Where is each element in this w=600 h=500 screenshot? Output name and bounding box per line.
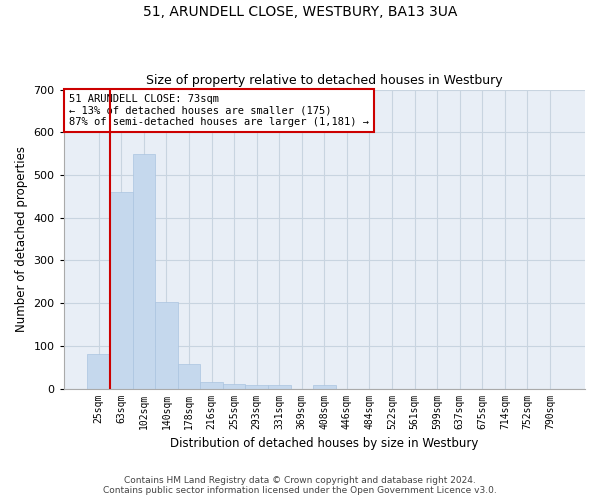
Bar	[313, 385, 335, 388]
Bar	[178, 364, 200, 388]
Text: 51 ARUNDELL CLOSE: 73sqm
← 13% of detached houses are smaller (175)
87% of semi-: 51 ARUNDELL CLOSE: 73sqm ← 13% of detach…	[69, 94, 369, 127]
Text: Contains HM Land Registry data © Crown copyright and database right 2024.
Contai: Contains HM Land Registry data © Crown c…	[103, 476, 497, 495]
Text: 51, ARUNDELL CLOSE, WESTBURY, BA13 3UA: 51, ARUNDELL CLOSE, WESTBURY, BA13 3UA	[143, 5, 457, 19]
Bar	[110, 192, 133, 388]
Title: Size of property relative to detached houses in Westbury: Size of property relative to detached ho…	[146, 74, 503, 87]
Bar	[88, 354, 110, 388]
X-axis label: Distribution of detached houses by size in Westbury: Distribution of detached houses by size …	[170, 437, 479, 450]
Bar	[155, 302, 178, 388]
Bar	[133, 154, 155, 388]
Bar	[245, 384, 268, 388]
Bar	[200, 382, 223, 388]
Bar	[223, 384, 245, 388]
Bar	[268, 384, 290, 388]
Y-axis label: Number of detached properties: Number of detached properties	[15, 146, 28, 332]
